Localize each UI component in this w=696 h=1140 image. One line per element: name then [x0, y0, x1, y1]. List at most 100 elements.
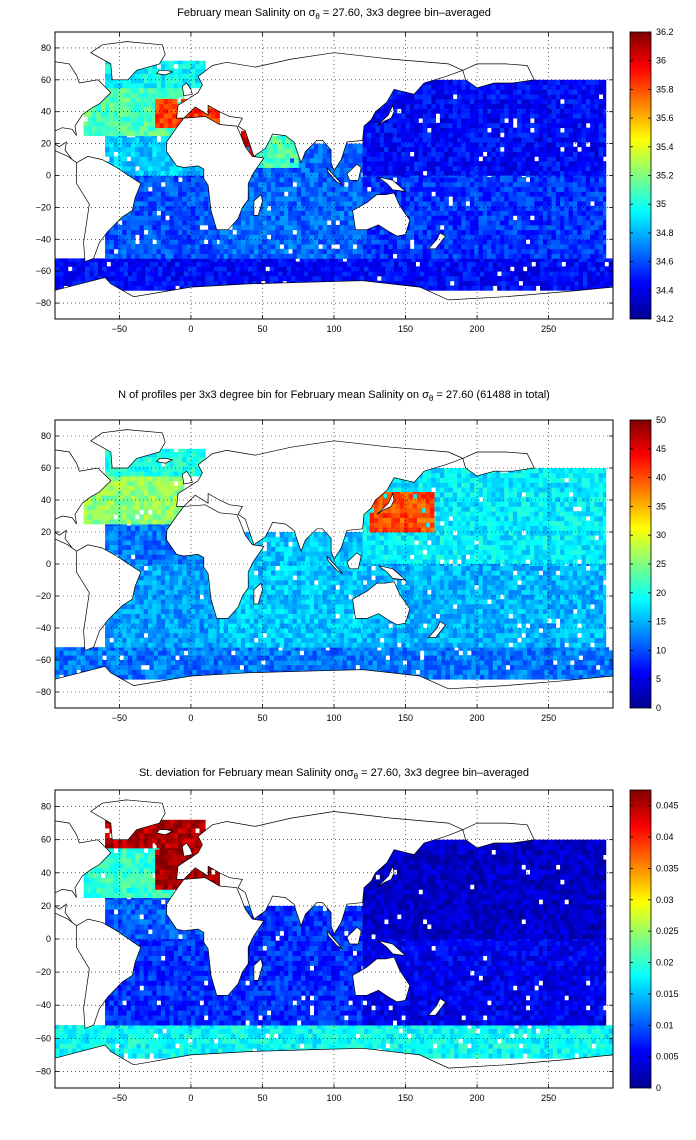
colorbar-tick-label: 0.035 — [656, 863, 679, 873]
std-deviation-panel: −50 0 50 100 150 200 250806040200−20−40−60−80S… — [36, 767, 679, 1103]
land-madagascar — [253, 582, 263, 605]
colorbar-tick-label: 34.8 — [656, 228, 674, 238]
grid-lines — [55, 790, 613, 1088]
y-tick-label: 80 — [41, 431, 51, 441]
colorbar-tick-label: 45 — [656, 444, 666, 454]
x-tick-label: 200 — [470, 324, 485, 334]
land-greenland — [90, 429, 166, 469]
colorbar-tick-label: 0 — [656, 1083, 661, 1093]
land-greenland — [90, 41, 166, 81]
y-tick-label: 60 — [41, 75, 51, 85]
land-south-america — [76, 544, 142, 651]
colorbar: 0 5 10 15 20 25 30 35 40 45 50 — [629, 415, 666, 713]
std-deviation-plot-area — [55, 790, 613, 1088]
land-south-america — [76, 918, 142, 1029]
mean-salinity-plot-area — [55, 32, 613, 319]
land-sumatra — [326, 555, 343, 574]
land-new-zealand — [427, 621, 447, 638]
colorbar-tick-label: 34.6 — [656, 257, 674, 267]
land-japan — [376, 104, 395, 127]
colorbar-tick-label: 0.03 — [656, 895, 674, 905]
x-tick-label: −50 — [112, 324, 127, 334]
colorbar-tick-label: 0.04 — [656, 832, 674, 842]
y-tick-label: −40 — [36, 1000, 51, 1010]
colorbar-gradient — [629, 789, 652, 1089]
land-australia — [352, 581, 411, 626]
land-australia — [352, 956, 411, 1003]
colorbar-tick-label: 0.01 — [656, 1020, 674, 1030]
chart-title: February mean Salinity on σθ = 27.60, 3x… — [177, 7, 491, 21]
y-tick-label: −80 — [36, 1066, 51, 1076]
colorbar-tick-label: 10 — [656, 645, 666, 655]
land-borneo — [346, 163, 362, 181]
land-africa — [166, 877, 265, 996]
region-south-pacific — [362, 175, 607, 259]
x-tick-label: 250 — [541, 324, 556, 334]
x-tick-label: 250 — [541, 713, 556, 723]
y-tick-label: 0 — [46, 559, 51, 569]
region-indian-ocean — [219, 532, 364, 648]
y-tick-label: −40 — [36, 234, 51, 244]
colorbar-tick-label: 40 — [656, 473, 666, 483]
x-tick-label: 50 — [257, 713, 267, 723]
y-tick-label: 60 — [41, 463, 51, 473]
land-sumatra — [326, 930, 343, 950]
land-borneo — [346, 926, 362, 945]
colorbar-tick-label: 35 — [656, 199, 666, 209]
land-uk — [181, 82, 193, 97]
land-japan — [376, 492, 395, 515]
y-tick-label: 40 — [41, 495, 51, 505]
land-sumatra — [326, 167, 343, 186]
colorbar-tick-label: 35.6 — [656, 113, 674, 123]
land-new-guinea — [378, 176, 407, 192]
profile-count-panel: −50 0 50 100 150 200 250806040200−20−40−60−80N… — [36, 389, 666, 723]
chart-title: St. deviation for February mean Salinity… — [139, 767, 529, 781]
land-north-america — [55, 61, 112, 163]
y-tick-label: 40 — [41, 868, 51, 878]
colorbar-tick-label: 35.4 — [656, 142, 674, 152]
y-tick-label: 20 — [41, 901, 51, 911]
colorbar-tick-label: 0.02 — [656, 958, 674, 968]
y-tick-label: −40 — [36, 623, 51, 633]
land-new-guinea — [378, 940, 407, 957]
y-tick-label: −60 — [36, 655, 51, 665]
y-tick-label: −60 — [36, 1033, 51, 1043]
y-tick-label: 20 — [41, 139, 51, 149]
y-tick-label: −80 — [36, 298, 51, 308]
colorbar-tick-label: 35.2 — [656, 171, 674, 181]
x-tick-label: 100 — [326, 713, 341, 723]
x-tick-label: 50 — [257, 324, 267, 334]
colorbar-tick-label: 25 — [656, 559, 666, 569]
x-tick-label: 0 — [188, 324, 193, 334]
profile-count-plot-area — [55, 420, 613, 708]
land-new-zealand — [427, 232, 447, 250]
colorbar-tick-label: 36.2 — [656, 27, 674, 37]
colorbar-tick-label: 0.025 — [656, 926, 679, 936]
y-tick-label: −20 — [36, 967, 51, 977]
y-tick-label: 80 — [41, 43, 51, 53]
colorbar-gradient — [629, 31, 652, 320]
x-tick-label: 150 — [398, 713, 413, 723]
region-north-pacific — [362, 79, 607, 176]
land-new-guinea — [378, 565, 407, 581]
colorbar-tick-label: 15 — [656, 617, 666, 627]
land-north-america — [55, 820, 112, 927]
land-africa — [166, 504, 265, 619]
land-borneo — [346, 552, 362, 570]
land-australia — [352, 192, 411, 237]
x-tick-label: 150 — [398, 1093, 413, 1103]
land-iceland — [155, 458, 174, 464]
land-alaska-east — [462, 63, 535, 89]
y-tick-label: 0 — [46, 934, 51, 944]
region-southern-ocean — [55, 647, 613, 680]
x-tick-label: 250 — [541, 1093, 556, 1103]
x-tick-label: 100 — [326, 324, 341, 334]
x-tick-label: 200 — [470, 713, 485, 723]
land-greenland — [90, 799, 166, 841]
colorbar-tick-label: 34.2 — [656, 314, 674, 324]
colorbar-tick-label: 0.015 — [656, 989, 679, 999]
colorbar-tick-label: 20 — [656, 588, 666, 598]
colorbar-tick-label: 5 — [656, 674, 661, 684]
y-tick-label: 20 — [41, 527, 51, 537]
